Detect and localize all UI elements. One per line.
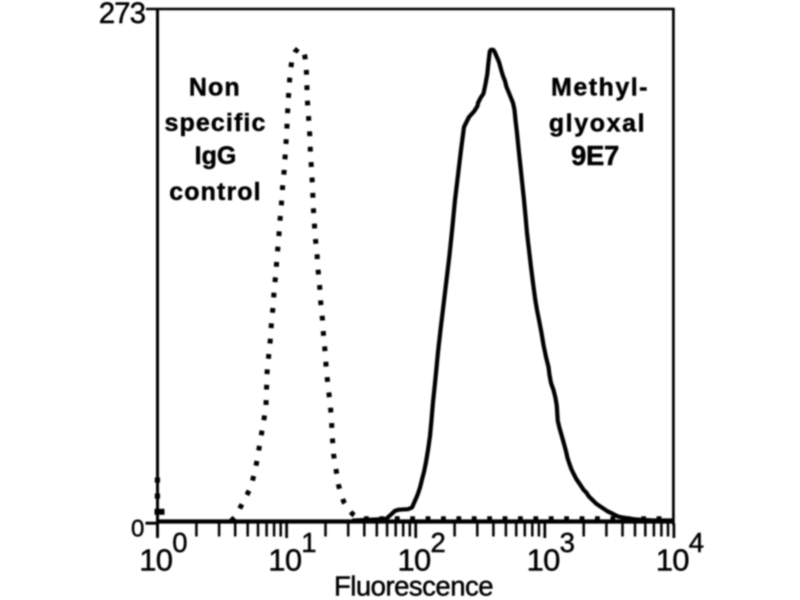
svg-text:10: 10 xyxy=(527,543,561,578)
svg-text:control: control xyxy=(169,178,261,206)
svg-text:0: 0 xyxy=(131,515,144,542)
svg-text:273: 273 xyxy=(99,0,146,30)
svg-text:4: 4 xyxy=(689,527,704,558)
svg-text:0: 0 xyxy=(172,527,187,558)
svg-text:glyoxal: glyoxal xyxy=(549,109,646,137)
svg-text:1: 1 xyxy=(301,527,316,558)
svg-text:2: 2 xyxy=(431,527,446,558)
svg-text:Non: Non xyxy=(189,74,241,102)
svg-text:Methyl-: Methyl- xyxy=(551,73,649,101)
svg-text:specific: specific xyxy=(165,109,267,137)
svg-text:IgG: IgG xyxy=(195,142,237,170)
svg-text:9E7: 9E7 xyxy=(571,140,619,171)
svg-text:Fluorescence: Fluorescence xyxy=(334,571,493,600)
svg-text:10: 10 xyxy=(139,543,173,578)
svg-text:10: 10 xyxy=(656,543,690,578)
svg-text:3: 3 xyxy=(560,527,575,558)
svg-text:10: 10 xyxy=(268,543,302,578)
svg-text:10: 10 xyxy=(398,543,432,578)
